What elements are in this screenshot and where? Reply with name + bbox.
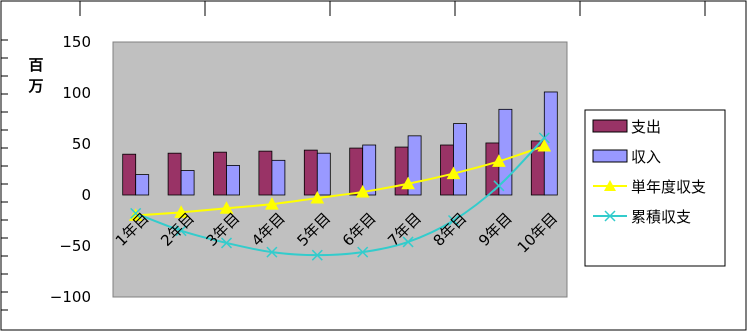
bar-income xyxy=(135,174,150,196)
marker-annual-balance xyxy=(310,191,325,204)
bar-income xyxy=(498,108,513,196)
marker-cumulative-balance xyxy=(402,236,414,248)
bar-income xyxy=(407,135,422,196)
y-tick-label: 0 xyxy=(81,186,91,204)
marker-cumulative-balance xyxy=(130,207,142,219)
marker-cumulative-balance xyxy=(266,246,278,258)
marker-cumulative-balance xyxy=(220,237,233,249)
marker-annual-balance xyxy=(492,154,506,167)
y-tick-label: 50 xyxy=(72,135,91,153)
bars xyxy=(122,91,558,196)
marker-annual-balance xyxy=(446,166,461,180)
y-tick-label: −50 xyxy=(59,237,91,255)
left-edge-ticks xyxy=(1,39,8,311)
bar-expense xyxy=(122,153,137,196)
marker-annual-balance xyxy=(401,176,415,190)
legend-marker xyxy=(604,210,616,222)
marker-annual-balance xyxy=(128,208,143,221)
bar-expense xyxy=(213,151,227,196)
marker-annual-balance xyxy=(174,205,188,218)
y-tick-label: 100 xyxy=(62,84,91,102)
legend-box xyxy=(584,109,726,267)
bar-income xyxy=(316,152,331,196)
top-cell-lines xyxy=(79,1,706,16)
marker-cumulative-balance xyxy=(311,249,323,261)
marker-cumulative-balance xyxy=(538,132,550,144)
bar-income xyxy=(226,165,240,196)
marker-annual-balance xyxy=(219,201,234,214)
legend-label: 収入 xyxy=(631,148,661,166)
bar-income xyxy=(271,159,286,196)
y-tick-label: −100 xyxy=(50,288,91,306)
marker-cumulative-balance xyxy=(175,225,187,237)
bar-expense xyxy=(258,150,273,196)
line-cumulative-balance xyxy=(135,137,546,257)
line-annual-balance xyxy=(135,145,545,217)
bar-income xyxy=(453,123,467,196)
bar-expense xyxy=(167,152,182,196)
legend-label: 単年度収支 xyxy=(631,178,706,196)
legend-label: 支出 xyxy=(631,118,661,136)
bar-expense xyxy=(440,144,454,196)
marker-annual-balance xyxy=(537,138,552,152)
bar-expense xyxy=(303,149,318,196)
marker-cumulative-balance xyxy=(493,180,505,192)
series-lines xyxy=(135,137,546,257)
bar-income xyxy=(362,144,377,196)
y-tick-label: 150 xyxy=(62,33,91,51)
bar-income xyxy=(180,170,195,196)
y-axis-unit-char-1: 百 xyxy=(28,56,43,74)
marker-cumulative-balance xyxy=(357,246,369,258)
y-axis-ticks: −100 −50 0 50 100 150 xyxy=(50,33,91,306)
y-axis-unit-char-2: 万 xyxy=(27,77,43,95)
bar-expense xyxy=(349,147,364,196)
marker-annual-balance xyxy=(355,184,370,198)
legend-swatch xyxy=(592,119,628,133)
legend-swatch xyxy=(592,149,628,163)
legend-marker xyxy=(604,180,616,191)
marker-annual-balance xyxy=(265,197,279,210)
series-markers xyxy=(128,132,552,261)
legend-label: 累積収支 xyxy=(631,208,691,226)
marker-cumulative-balance xyxy=(447,214,460,227)
